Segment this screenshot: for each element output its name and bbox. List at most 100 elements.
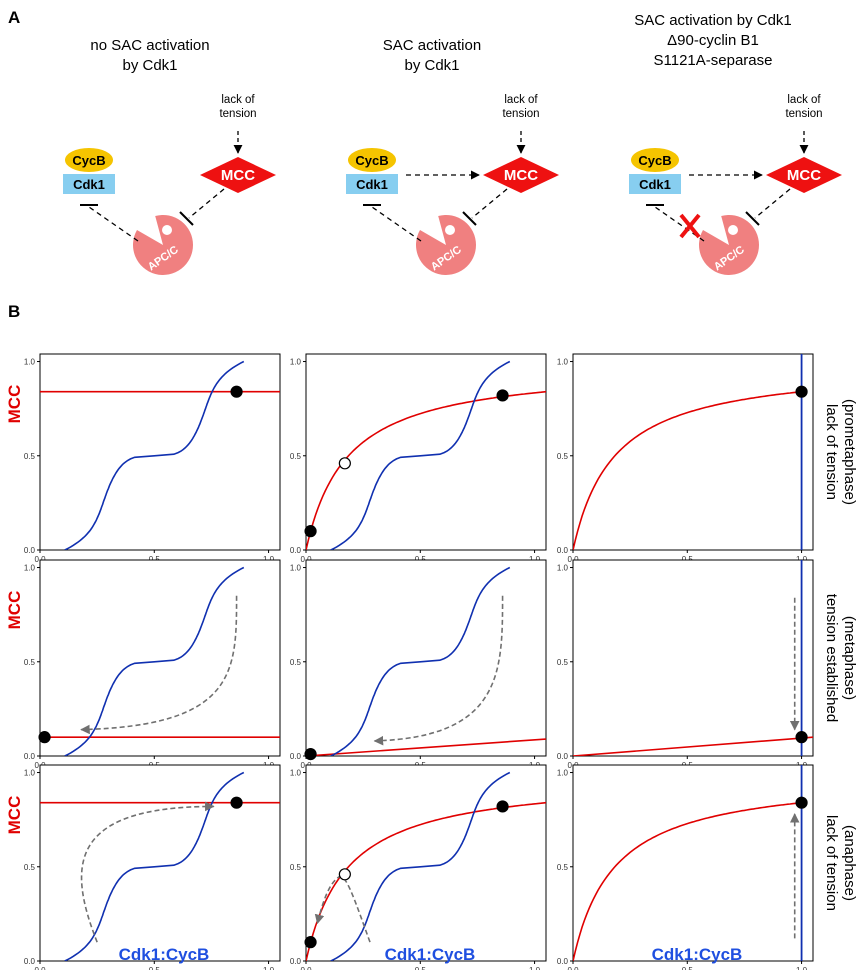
y-tick-label: 1.0 — [24, 358, 36, 367]
y-tick-label: 0.5 — [24, 658, 36, 667]
panel-b: 0.00.00.50.51.01.0MCC0.00.00.50.51.01.00… — [5, 353, 858, 970]
mcc-node — [483, 157, 559, 193]
y-tick-label: 1.0 — [290, 358, 302, 367]
y-tick-label: 1.0 — [24, 769, 36, 778]
stable-steady-state — [795, 796, 808, 809]
stable-steady-state — [496, 389, 509, 402]
plot-row2-col2: 0.00.00.50.51.01.0 — [290, 559, 547, 770]
plot-frame — [39, 353, 281, 551]
red-nullcline — [306, 738, 546, 756]
row-label: (prometaphase) — [841, 399, 858, 505]
plot-area — [40, 566, 280, 756]
inhibition-bar — [745, 211, 760, 226]
mcc-inhibits-apc — [188, 188, 225, 219]
blue-nullcline — [330, 360, 511, 550]
tension-label: lack of — [221, 94, 255, 106]
block-cross — [679, 213, 701, 239]
plot-frame — [39, 764, 281, 962]
y-axis-label: MCC — [5, 385, 24, 424]
plot-row1-col2: 0.00.00.50.51.01.0 — [290, 353, 547, 564]
cdk1-label: Cdk1 — [73, 177, 105, 192]
blue-nullcline — [64, 360, 245, 550]
x-tick-label: 0.5 — [415, 966, 427, 970]
blue-nullcline — [64, 566, 245, 756]
stable-steady-state — [38, 731, 51, 744]
apc-inhibits-cdk1 — [88, 206, 139, 242]
plot-row3-col3: 0.00.0 0.5 0.5 1.0 1.0 lack of tension(anapha… — [557, 764, 858, 970]
red-nullcline — [573, 801, 802, 961]
y-tick-label: 0.0 — [290, 957, 302, 966]
mcc-inhibits-apc — [754, 188, 791, 219]
y-tick-label: 0.0 — [24, 546, 36, 555]
scheme-title: SAC activation — [383, 37, 481, 54]
y-tick-label: 0.0 — [24, 957, 36, 966]
plot-area — [573, 560, 813, 756]
y-axis-label: MCC — [5, 796, 24, 835]
unstable-steady-state — [338, 457, 351, 470]
y-tick-label: 0.5 — [557, 863, 569, 872]
row-label: (anaphase) — [841, 825, 858, 901]
y-tick-label: 0.5 — [24, 452, 36, 461]
cdk1-node — [629, 174, 681, 194]
x-tick-label: 1.0 — [529, 966, 541, 970]
panel-a-letter: A — [8, 8, 20, 27]
y-tick-label: 1.0 — [290, 769, 302, 778]
y-tick-label: 1.0 — [557, 358, 569, 367]
blue-nullcline — [330, 771, 511, 961]
plot-frame — [39, 559, 281, 757]
scheme-title: SAC activation by Cdk1 — [634, 12, 792, 29]
scheme-title: Δ90-cyclin B1 — [667, 32, 759, 49]
plot-frame — [572, 353, 814, 551]
row-label: (metaphase) — [841, 616, 858, 700]
scheme-title: S1121A-separase — [654, 52, 773, 69]
x-axis-label: Cdk1:CycB — [119, 945, 210, 964]
y-tick-label: 0.5 — [557, 452, 569, 461]
cycb-node — [631, 148, 679, 172]
cdk1-node — [346, 174, 398, 194]
scheme-3: SAC activation by Cdk1 Δ90-cyclin B1 S1121… — [629, 12, 842, 275]
stable-steady-state — [230, 796, 243, 809]
mcc-label: MCC — [787, 167, 821, 184]
cycb-node — [348, 148, 396, 172]
stable-steady-state — [795, 731, 808, 744]
y-tick-label: 1.0 — [557, 564, 569, 573]
row-label: lack of tension — [823, 815, 840, 911]
stable-steady-state — [230, 385, 243, 398]
apc-node — [698, 214, 759, 275]
mcc-inhibits-apc — [471, 188, 508, 219]
cdk1-label: Cdk1 — [639, 177, 671, 192]
inhibition-bar — [179, 211, 194, 226]
y-tick-label: 0.0 — [557, 752, 569, 761]
tension-label: tension — [502, 108, 539, 120]
plot-area — [306, 566, 546, 756]
y-tick-label: 0.5 — [290, 658, 302, 667]
scheme-title: by Cdk1 — [122, 57, 177, 74]
tension-label: lack of — [504, 94, 538, 106]
x-tick-label: 0.0 — [34, 966, 46, 970]
mcc-label: MCC — [221, 167, 255, 184]
apc-inhibits-cdk1 — [371, 206, 422, 242]
y-tick-label: 0.0 — [290, 546, 302, 555]
y-tick-label: 0.5 — [290, 452, 302, 461]
cycb-label: CycB — [355, 153, 388, 168]
plot-frame — [572, 559, 814, 757]
stable-steady-state — [304, 748, 317, 761]
scheme-title: by Cdk1 — [404, 57, 459, 74]
x-tick-label: 1.0 — [263, 966, 275, 970]
apc-eye — [162, 225, 172, 235]
y-axis-label: MCC — [5, 591, 24, 630]
trajectory-arrow — [80, 801, 215, 943]
y-tick-label: 0.0 — [24, 752, 36, 761]
stable-steady-state — [795, 385, 808, 398]
row-label: lack of tension — [823, 404, 840, 500]
plot-frame — [305, 764, 547, 962]
x-axis-label: Cdk1:CycB — [652, 945, 743, 964]
y-tick-label: 0.0 — [290, 752, 302, 761]
trajectory-arrow — [373, 595, 504, 746]
cycb-label: CycB — [72, 153, 105, 168]
red-nullcline — [573, 736, 813, 756]
x-tick-label: 0.0 — [567, 966, 579, 970]
